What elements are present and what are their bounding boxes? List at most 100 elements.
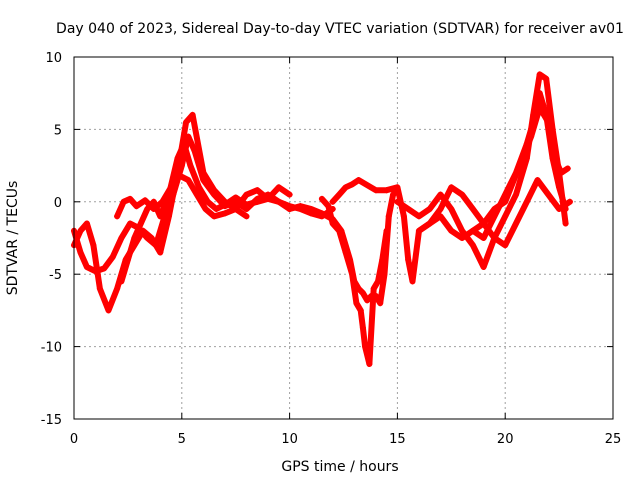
data-point	[221, 201, 228, 208]
x-tick-label: 10	[281, 432, 298, 447]
data-point	[150, 206, 157, 213]
data-point	[342, 184, 349, 191]
data-point	[232, 194, 239, 201]
data-point	[318, 195, 325, 202]
data-point	[159, 198, 166, 205]
data-point	[364, 297, 371, 304]
series-line	[469, 90, 569, 241]
series-line	[286, 187, 401, 307]
data-point	[374, 278, 381, 285]
data-point	[180, 140, 187, 147]
data-point	[83, 263, 90, 270]
data-point	[566, 198, 573, 205]
data-point	[131, 235, 138, 241]
data-point	[137, 220, 144, 227]
y-axis-label: SDTVAR / TECUs	[5, 181, 21, 296]
data-point	[383, 187, 390, 194]
data-point	[193, 191, 200, 198]
data-point	[83, 220, 90, 227]
data-point	[545, 191, 552, 198]
data-point	[512, 191, 519, 198]
data-point	[114, 213, 121, 220]
data-point	[101, 265, 108, 272]
data-point	[213, 206, 220, 213]
data-point	[254, 198, 261, 205]
series-line	[114, 172, 293, 220]
data-point	[165, 213, 172, 220]
y-tick-label: 10	[45, 51, 62, 66]
data-point	[366, 360, 373, 367]
data-point	[349, 271, 356, 278]
data-point	[120, 198, 127, 205]
data-point	[469, 227, 476, 234]
data-point	[355, 177, 362, 184]
data-point	[202, 206, 209, 213]
data-point	[254, 187, 261, 194]
data-point	[377, 300, 384, 307]
data-point	[275, 184, 282, 191]
data-point	[105, 307, 112, 314]
data-point	[336, 191, 343, 198]
data-point	[148, 235, 155, 241]
x-tick-label: 0	[70, 432, 78, 447]
data-point	[185, 177, 192, 184]
data-point	[562, 220, 569, 227]
data-point	[400, 213, 407, 220]
data-point	[157, 213, 164, 220]
data-point	[562, 206, 569, 213]
series-track-4	[114, 172, 293, 220]
data-point	[174, 155, 181, 162]
data-point	[491, 213, 498, 220]
data-point	[275, 198, 282, 205]
x-tick-label: 15	[389, 432, 406, 447]
data-point	[342, 249, 349, 256]
data-point	[77, 249, 84, 256]
x-tick-label: 20	[497, 432, 514, 447]
data-point	[383, 227, 390, 234]
data-point	[243, 213, 250, 220]
data-point	[144, 206, 151, 213]
data-point	[118, 278, 125, 285]
data-point	[297, 203, 304, 210]
data-point	[211, 213, 218, 220]
data-point	[523, 198, 530, 205]
data-point	[502, 213, 509, 220]
data-point	[543, 75, 550, 82]
data-point	[168, 184, 175, 191]
data-point	[534, 177, 541, 184]
data-point	[448, 206, 455, 213]
data-point	[564, 165, 571, 172]
data-point	[359, 324, 366, 331]
data-point	[415, 213, 422, 220]
data-point	[394, 198, 401, 205]
data-point	[558, 169, 565, 176]
data-point	[118, 235, 125, 241]
data-point	[459, 235, 466, 241]
data-point	[437, 191, 444, 198]
data-point	[286, 206, 293, 213]
data-point	[243, 191, 250, 198]
data-point	[318, 210, 325, 217]
data-point	[133, 203, 140, 210]
series-track-8	[394, 71, 569, 270]
data-point	[379, 256, 386, 263]
data-point	[127, 195, 134, 202]
data-point	[543, 111, 550, 118]
chart-title: Day 040 of 2023, Sidereal Day-to-day VTE…	[56, 21, 624, 37]
data-point	[308, 206, 315, 213]
data-point	[150, 198, 157, 205]
data-point	[200, 169, 207, 176]
data-point	[437, 206, 444, 213]
y-tick-label: -15	[41, 413, 62, 428]
data-point	[336, 227, 343, 234]
data-point	[502, 242, 509, 249]
data-point	[96, 285, 103, 292]
x-axis-label: GPS time / hours	[281, 459, 398, 475]
data-point	[114, 285, 121, 292]
data-point	[359, 290, 366, 297]
data-point	[187, 162, 194, 169]
y-axis-ticks: -15 -10 -5 0 5 10	[41, 51, 613, 428]
data-point	[512, 220, 519, 227]
data-point	[232, 206, 239, 213]
